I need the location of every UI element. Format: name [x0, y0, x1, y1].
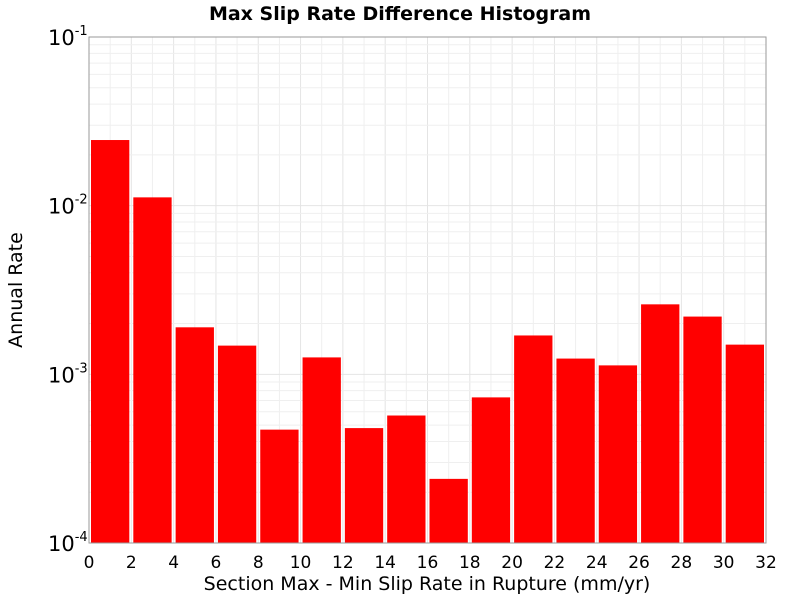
chart-title: Max Slip Rate Difference Histogram — [209, 3, 591, 25]
y-axis-label: Annual Rate — [5, 232, 27, 348]
x-tick-label: 18 — [459, 553, 481, 573]
x-tick-label: 32 — [755, 553, 777, 573]
histogram-bar — [344, 428, 384, 543]
x-tick-label: 12 — [332, 553, 354, 573]
x-tick-label: 30 — [713, 553, 735, 573]
y-tick-base: 10 — [48, 195, 75, 219]
histogram-bar — [683, 316, 722, 543]
x-tick-label: 22 — [544, 553, 566, 573]
bars-group — [91, 140, 764, 543]
plot-frame — [88, 36, 767, 544]
histogram-bar — [598, 365, 638, 543]
x-tick-labels: 0 2 4 6 8 10 12 14 16 18 20 22 24 26 28 30 32 — [84, 553, 777, 573]
histogram-bar — [302, 357, 341, 543]
histogram-bar — [175, 327, 214, 543]
y-tick-exponent: -4 — [75, 530, 88, 545]
histogram-bar — [260, 429, 299, 543]
histogram-bar — [641, 304, 680, 543]
x-tick-label: 6 — [211, 553, 222, 573]
histogram-bar — [133, 197, 172, 543]
x-tick-label: 8 — [253, 553, 264, 573]
y-tick-label: 10-3 — [48, 361, 88, 387]
x-axis-label: Section Max - Min Slip Rate in Rupture (… — [204, 573, 651, 595]
histogram-bar — [91, 140, 130, 543]
x-tick-label: 20 — [501, 553, 523, 573]
x-tick-label: 26 — [628, 553, 650, 573]
histogram-bar — [725, 344, 764, 543]
y-tick-label: 10-2 — [48, 193, 88, 219]
y-tick-exponent: -1 — [75, 24, 88, 39]
histogram-bar — [217, 345, 257, 543]
histogram-bar — [556, 358, 595, 543]
x-tick-label: 24 — [586, 553, 608, 573]
x-tick-label: 0 — [84, 553, 95, 573]
x-tick-label: 2 — [126, 553, 137, 573]
y-tick-exponent: -3 — [75, 361, 88, 376]
y-tick-label: 10-4 — [48, 530, 88, 556]
histogram-bar — [514, 335, 553, 543]
y-tick-label: 10-1 — [48, 24, 88, 50]
y-tick-base: 10 — [48, 532, 75, 556]
x-tick-label: 10 — [290, 553, 312, 573]
x-tick-label: 28 — [671, 553, 693, 573]
x-tick-label: 16 — [417, 553, 439, 573]
histogram-bar — [429, 478, 468, 543]
x-tick-label: 4 — [168, 553, 179, 573]
x-tick-label: 14 — [374, 553, 396, 573]
y-tick-exponent: -2 — [75, 193, 88, 208]
y-tick-labels: 10-410-310-210-1 — [48, 24, 88, 556]
y-tick-base: 10 — [48, 363, 75, 387]
y-tick-base: 10 — [48, 26, 75, 50]
histogram-bar — [471, 397, 511, 543]
histogram-bar — [387, 415, 426, 543]
